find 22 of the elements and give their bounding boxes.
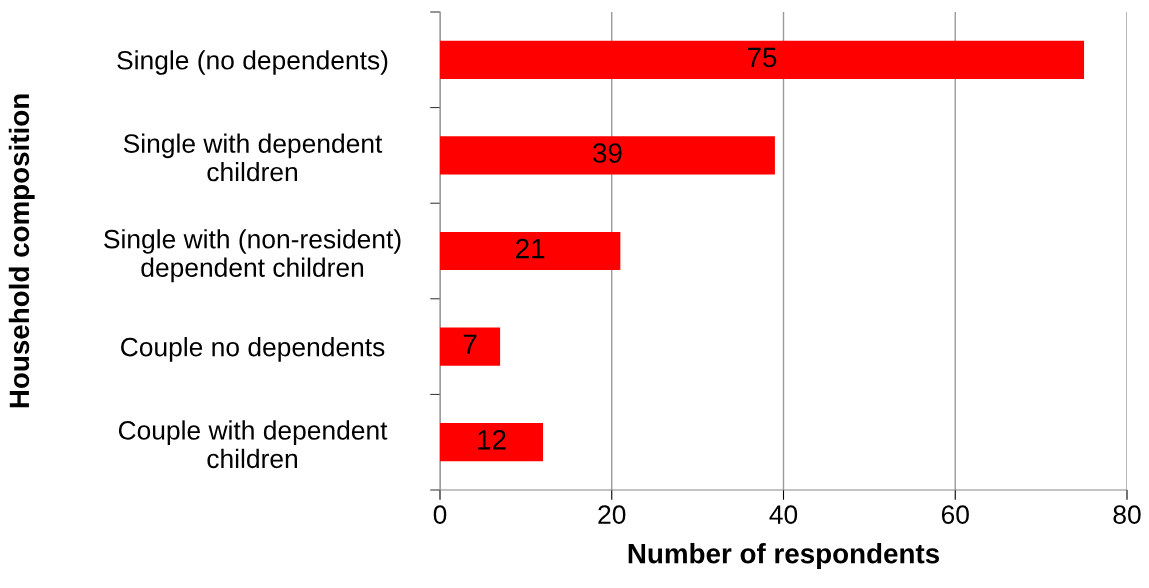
y-tick-label: Couple with dependent children — [118, 420, 388, 469]
data-label: 21 — [516, 238, 545, 259]
bar — [440, 136, 775, 175]
y-tick-label: Single with (non-resident) dependent children — [104, 229, 401, 283]
bar — [440, 327, 501, 366]
x-axis-title: Number of respondents — [628, 543, 940, 569]
data-label: 12 — [478, 429, 506, 450]
x-tick-label: 40 — [769, 505, 798, 524]
y-axis-title: Household composition — [8, 94, 35, 408]
x-tick-label: 0 — [433, 505, 447, 524]
y-tick-label: Single with dependent children — [123, 133, 383, 182]
data-label: 75 — [748, 47, 777, 68]
bar — [440, 40, 1085, 79]
x-tick-label: 60 — [941, 505, 969, 524]
y-tick-label: Couple no dependents — [121, 337, 385, 362]
x-tick-label: 20 — [598, 505, 626, 524]
bar — [440, 231, 621, 271]
data-label: 39 — [593, 143, 622, 163]
data-label: 7 — [463, 334, 477, 354]
y-tick-label: Single (no dependents) — [117, 50, 388, 75]
bar — [440, 423, 544, 462]
x-tick-label: 80 — [1113, 505, 1141, 524]
